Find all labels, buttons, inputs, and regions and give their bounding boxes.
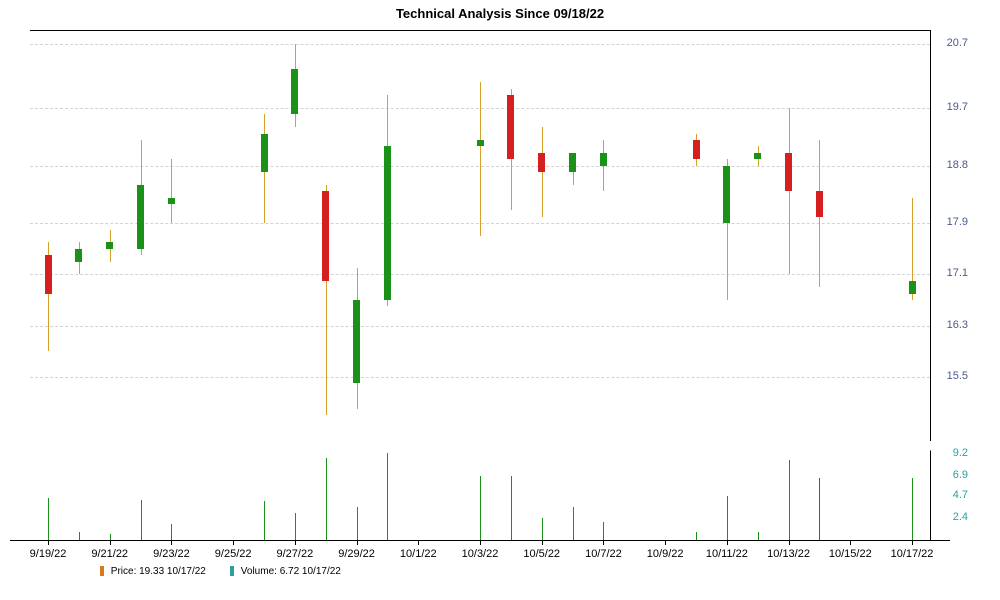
legend-volume-text: Volume: 6.72 10/17/22 <box>241 566 341 577</box>
candle-body <box>816 191 823 217</box>
legend-price-swatch <box>100 566 104 576</box>
candle-body <box>322 191 329 281</box>
x-tick <box>418 540 419 545</box>
price-y-tick-label: 17.9 <box>947 216 968 228</box>
x-tick-label: 9/23/22 <box>153 548 190 560</box>
candle-body <box>106 242 113 248</box>
volume-y-tick-label: 9.2 <box>953 447 968 459</box>
volume-bar <box>603 522 604 541</box>
candle-body <box>569 153 576 172</box>
x-tick <box>233 540 234 545</box>
volume-bar <box>511 476 512 541</box>
legend-price-text: Price: 19.33 10/17/22 <box>111 566 206 577</box>
candle-body <box>168 198 175 204</box>
volume-bar <box>171 524 172 541</box>
price-panel <box>30 30 931 441</box>
price-gridline <box>30 44 930 45</box>
volume-bar <box>819 478 820 541</box>
volume-bar <box>295 513 296 541</box>
candle-wick <box>789 108 790 275</box>
x-tick-label: 10/9/22 <box>647 548 684 560</box>
price-gridline <box>30 274 930 275</box>
x-tick-label: 10/11/22 <box>706 548 748 560</box>
x-tick-label: 10/17/22 <box>891 548 934 560</box>
legend-volume-swatch <box>230 566 234 576</box>
candle-wick <box>480 82 481 236</box>
legend-volume: Volume: 6.72 10/17/22 <box>230 566 341 577</box>
candle-body <box>754 153 761 159</box>
x-tick-label: 10/1/22 <box>400 548 437 560</box>
candlestick-chart: Technical Analysis Since 09/18/22 15.5 16… <box>0 0 1000 600</box>
price-gridline <box>30 377 930 378</box>
candle-body <box>507 95 514 159</box>
x-tick-label: 9/29/22 <box>338 548 375 560</box>
x-tick <box>789 540 790 545</box>
candle-wick <box>542 127 543 217</box>
candle-body <box>75 249 82 262</box>
candle-body <box>538 153 545 172</box>
legend-price: Price: 19.33 10/17/22 <box>100 566 206 577</box>
x-tick <box>603 540 604 545</box>
candle-body <box>353 300 360 383</box>
volume-y-tick-label: 6.9 <box>953 469 968 481</box>
candle-body <box>785 153 792 191</box>
x-tick <box>727 540 728 545</box>
candle-body <box>909 281 916 294</box>
candle-body <box>45 255 52 293</box>
x-tick-label: 9/27/22 <box>276 548 313 560</box>
volume-y-tick-label: 4.7 <box>953 489 968 501</box>
x-tick <box>295 540 296 545</box>
volume-bar <box>542 518 543 541</box>
x-tick <box>110 540 111 545</box>
price-gridline <box>30 326 930 327</box>
volume-bar <box>912 478 913 541</box>
volume-bar <box>48 498 49 541</box>
price-y-tick-label: 17.1 <box>947 267 968 279</box>
candle-body <box>600 153 607 166</box>
x-tick <box>912 540 913 545</box>
x-tick <box>480 540 481 545</box>
x-tick <box>542 540 543 545</box>
volume-y-tick-label: 2.4 <box>953 511 968 523</box>
candle-body <box>693 140 700 159</box>
price-y-tick-label: 18.8 <box>947 159 968 171</box>
volume-panel <box>30 450 931 541</box>
volume-bar <box>326 458 327 541</box>
volume-bar <box>727 496 728 541</box>
x-tick <box>357 540 358 545</box>
price-y-tick-label: 19.7 <box>947 101 968 113</box>
volume-bar <box>357 507 358 541</box>
volume-bar <box>387 453 388 541</box>
candle-wick <box>603 140 604 191</box>
volume-bar <box>141 500 142 541</box>
candle-body <box>137 185 144 249</box>
candle-body <box>477 140 484 146</box>
candle-body <box>384 146 391 300</box>
candle-body <box>261 134 268 172</box>
x-tick <box>665 540 666 545</box>
x-tick-label: 9/19/22 <box>30 548 67 560</box>
price-y-tick-label: 15.5 <box>947 370 968 382</box>
x-tick-label: 9/25/22 <box>215 548 252 560</box>
x-tick-label: 10/7/22 <box>585 548 622 560</box>
price-y-tick-label: 16.3 <box>947 319 968 331</box>
x-tick <box>850 540 851 545</box>
volume-bar <box>573 507 574 541</box>
x-tick-label: 9/21/22 <box>91 548 128 560</box>
candle-wick <box>171 159 172 223</box>
candle-body <box>291 69 298 114</box>
candle-body <box>723 166 730 224</box>
x-tick <box>48 540 49 545</box>
x-tick-label: 10/13/22 <box>767 548 810 560</box>
chart-title: Technical Analysis Since 09/18/22 <box>0 6 1000 21</box>
x-tick-label: 10/3/22 <box>462 548 499 560</box>
x-tick-label: 10/15/22 <box>829 548 872 560</box>
volume-bar <box>264 501 265 541</box>
price-y-tick-label: 20.7 <box>947 37 968 49</box>
x-tick-label: 10/5/22 <box>523 548 560 560</box>
volume-bar <box>480 476 481 541</box>
x-tick <box>171 540 172 545</box>
volume-bar <box>789 460 790 541</box>
